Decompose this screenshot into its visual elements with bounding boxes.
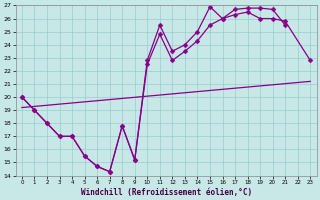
X-axis label: Windchill (Refroidissement éolien,°C): Windchill (Refroidissement éolien,°C) (81, 188, 252, 197)
